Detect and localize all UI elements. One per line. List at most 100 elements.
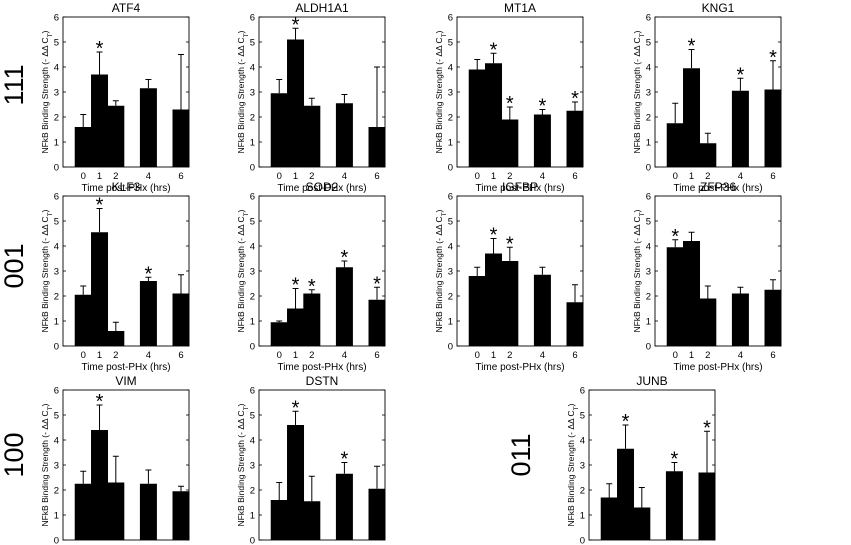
- y-tick-label: 0: [54, 536, 59, 545]
- y-tick-label: 4: [54, 242, 59, 253]
- y-axis-label-subscript: T: [441, 33, 448, 37]
- x-tick-label: 4: [738, 350, 743, 361]
- y-tick-label: 1: [448, 138, 453, 149]
- x-tick-label: 0: [81, 171, 86, 182]
- x-tick-label: 0: [475, 171, 480, 182]
- y-axis-label-main: NFkB Binding Strength (- ΔΔ C: [632, 37, 642, 153]
- bar-4h: [731, 90, 749, 167]
- bar-4h: [665, 471, 683, 540]
- bar-1h: [91, 430, 109, 540]
- x-axis-label: Time post-PHx (hrs): [81, 183, 170, 194]
- y-tick-label: 0: [250, 342, 255, 353]
- plot-frame: [258, 16, 386, 168]
- x-tick-label: 2: [309, 171, 314, 182]
- y-tick-label: 4: [448, 63, 453, 74]
- row-label-011: 011: [506, 433, 536, 476]
- significance-marker: *: [737, 64, 745, 86]
- y-axis-label-main: NFkB Binding Strength (- ΔΔ C: [566, 410, 576, 526]
- y-tick-label: 5: [54, 411, 59, 422]
- bar-0h: [74, 294, 92, 346]
- significance-marker: *: [292, 397, 300, 419]
- bar-4h: [335, 473, 353, 540]
- significance-marker: *: [373, 273, 381, 295]
- plot-frame: [588, 389, 716, 541]
- bar-1h: [485, 63, 503, 167]
- x-tick-label: 4: [146, 171, 151, 182]
- chart-title: KNG1: [702, 1, 735, 15]
- chart-title: DSTN: [306, 374, 339, 388]
- plot-frame: [456, 195, 584, 347]
- significance-marker: *: [688, 36, 696, 58]
- y-tick-label: 0: [448, 163, 453, 174]
- x-tick-label: 6: [770, 350, 775, 361]
- bar-0h: [666, 247, 684, 346]
- y-tick-label: 4: [250, 242, 255, 253]
- y-axis-label-close: ): [434, 30, 444, 33]
- y-tick-label: 6: [580, 386, 585, 397]
- y-tick-label: 2: [54, 486, 59, 497]
- bar-1h: [683, 68, 701, 167]
- y-tick-label: 5: [250, 217, 255, 228]
- y-axis-label-main: NFkB Binding Strength (- ΔΔ C: [632, 216, 642, 332]
- bar-0h: [600, 497, 618, 540]
- x-tick-label: 1: [491, 350, 496, 361]
- y-tick-label: 6: [54, 386, 59, 397]
- x-tick-label: 1: [689, 350, 694, 361]
- bar-1h: [91, 232, 109, 346]
- plot-frame: [258, 195, 386, 347]
- y-tick-label: 3: [250, 88, 255, 99]
- plot-frame: [62, 195, 190, 347]
- significance-marker: *: [96, 38, 104, 60]
- y-axis-label-subscript: T: [639, 212, 646, 216]
- significance-marker: *: [671, 449, 679, 471]
- y-tick-label: 0: [54, 163, 59, 174]
- y-tick-label: 4: [448, 242, 453, 253]
- significance-marker: *: [96, 195, 104, 217]
- bar-1h: [287, 308, 305, 346]
- y-tick-label: 2: [250, 292, 255, 303]
- significance-marker: *: [571, 88, 579, 110]
- bar-4h: [139, 281, 157, 346]
- row-label-111: 111: [0, 64, 29, 105]
- y-tick-label: 5: [646, 217, 651, 228]
- bar-1h: [287, 425, 305, 540]
- chart-title: JUNB: [636, 374, 667, 388]
- y-tick-label: 2: [448, 292, 453, 303]
- x-tick-label: 1: [689, 171, 694, 182]
- y-tick-label: 1: [54, 317, 59, 328]
- y-tick-label: 3: [54, 88, 59, 99]
- x-tick-label: 4: [540, 171, 545, 182]
- y-axis-label: NFkB Binding Strength (- ΔΔ CT): [236, 403, 250, 526]
- bar-0h: [74, 483, 92, 540]
- y-tick-label: 2: [250, 486, 255, 497]
- y-axis-label: NFkB Binding Strength (- ΔΔ CT): [434, 209, 448, 332]
- y-tick-label: 5: [580, 411, 585, 422]
- x-tick-label: 6: [178, 350, 183, 361]
- x-axis-label: Time post-PHx (hrs): [475, 362, 564, 373]
- y-axis-label-subscript: T: [573, 406, 580, 410]
- y-tick-label: 1: [580, 511, 585, 522]
- y-axis-label: NFkB Binding Strength (- ΔΔ CT): [434, 30, 448, 153]
- y-tick-label: 1: [250, 317, 255, 328]
- x-tick-label: 2: [113, 171, 118, 182]
- x-tick-label: 2: [507, 350, 512, 361]
- bar-2h: [699, 143, 717, 167]
- y-axis-label-close: ): [40, 403, 50, 406]
- x-tick-label: 2: [705, 350, 710, 361]
- significance-marker: *: [341, 449, 349, 471]
- y-tick-label: 1: [250, 511, 255, 522]
- x-tick-label: 1: [97, 171, 102, 182]
- significance-marker: *: [539, 96, 547, 118]
- bar-0h: [270, 93, 288, 167]
- y-tick-label: 0: [250, 536, 255, 545]
- bar-0h: [270, 500, 288, 540]
- y-axis-label-close: ): [632, 209, 642, 212]
- y-tick-label: 1: [54, 511, 59, 522]
- significance-marker: *: [292, 275, 300, 297]
- bar-1h: [683, 241, 701, 346]
- x-tick-label: 2: [113, 350, 118, 361]
- y-tick-label: 5: [250, 411, 255, 422]
- chart-title: SOD2: [306, 180, 339, 194]
